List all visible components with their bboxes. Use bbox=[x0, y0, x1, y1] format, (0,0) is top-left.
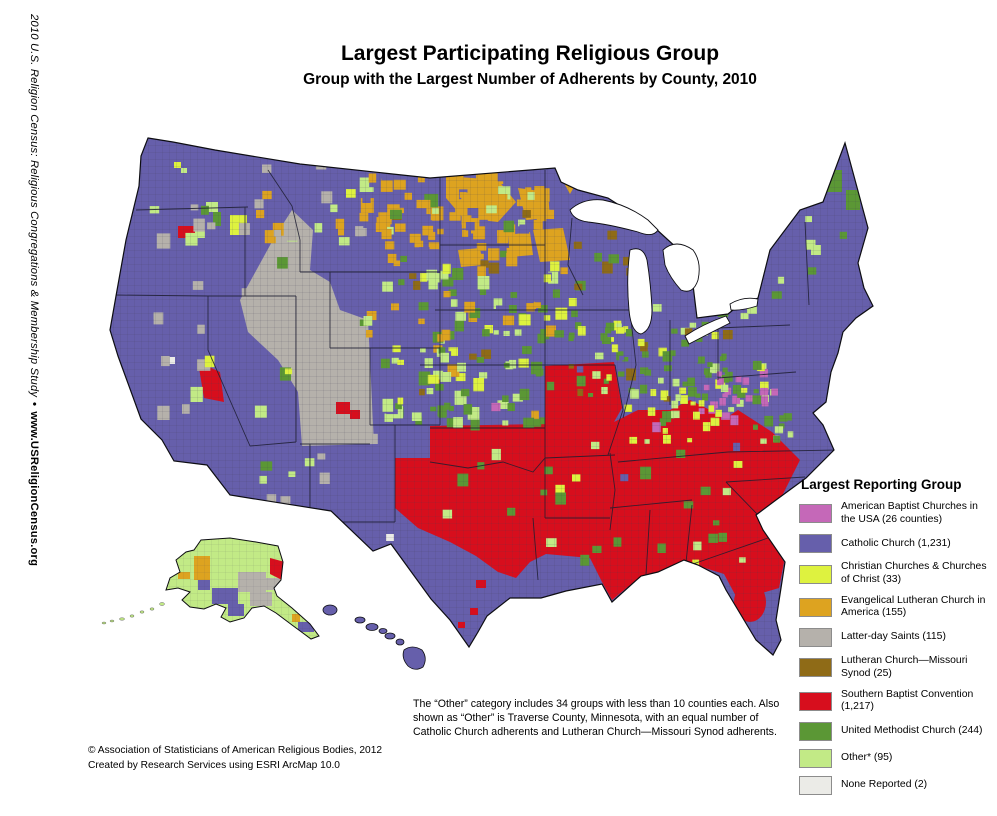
copyright-line2: Created by Research Services using ESRI … bbox=[88, 759, 340, 771]
legend-swatch-none bbox=[799, 775, 832, 795]
legend-item-none: None Reported (2) bbox=[799, 775, 995, 795]
legend-label-ccc: Christian Churches & Churches of Christ … bbox=[841, 561, 987, 586]
map-legend: Largest Reporting Group American Baptist… bbox=[799, 477, 995, 803]
legend-label-cath: Catholic Church (1,231) bbox=[841, 537, 951, 549]
lake-ontario bbox=[729, 297, 759, 311]
legend-label-elca: Evangelical Lutheran Church in America (… bbox=[841, 594, 986, 619]
us-county-choropleth-map bbox=[78, 110, 878, 710]
legend-item-other: Other* (95) bbox=[799, 748, 995, 768]
aleutian-islands bbox=[101, 602, 165, 625]
great-lakes bbox=[569, 199, 759, 345]
legend-label-abc: American Baptist Churches in the USA (26… bbox=[841, 501, 978, 525]
copyright-line1: © Association of Statisticians of Americ… bbox=[88, 745, 383, 756]
lake-michigan bbox=[627, 248, 653, 335]
legend-item-ccc: Christian Churches & Churches of Christ … bbox=[799, 561, 995, 586]
legend-title: Largest Reporting Group bbox=[801, 477, 962, 492]
alaska-inset bbox=[101, 537, 338, 640]
legend-label-lds: Latter-day Saints (115) bbox=[841, 631, 946, 643]
legend-list: American Baptist Churches in the USA (26… bbox=[799, 501, 995, 795]
legend-swatch-abc bbox=[799, 504, 832, 524]
page-subtitle: Group with the Largest Number of Adheren… bbox=[303, 71, 757, 88]
legend-label-umc: United Methodist Church (244) bbox=[841, 725, 983, 737]
legend-item-lds: Latter-day Saints (115) bbox=[799, 628, 995, 648]
legend-swatch-sbc bbox=[799, 691, 832, 711]
legend-swatch-lcms bbox=[799, 658, 832, 678]
credit-url: www.USReligionCensus.org bbox=[28, 411, 40, 567]
lake-superior bbox=[569, 199, 659, 235]
lake-erie bbox=[684, 315, 731, 345]
legend-item-lcms: Lutheran Church—Missouri Synod (25) bbox=[799, 655, 995, 680]
legend-swatch-umc bbox=[799, 721, 832, 741]
legend-label-lcms: Lutheran Church—Missouri Synod (25) bbox=[841, 655, 968, 679]
lake-huron bbox=[662, 243, 700, 292]
legend-swatch-lds bbox=[799, 628, 832, 648]
other-category-footnote: The “Other” category includes 34 groups … bbox=[413, 698, 780, 739]
legend-item-sbc: Southern Baptist Convention (1,217) bbox=[799, 689, 995, 714]
legend-label-sbc: Southern Baptist Convention (1,217) bbox=[841, 688, 974, 713]
hawaii-inset bbox=[354, 616, 426, 670]
legend-item-umc: United Methodist Church (244) bbox=[799, 721, 995, 741]
page-title: Largest Participating Religious Group bbox=[340, 42, 720, 65]
legend-item-cath: Catholic Church (1,231) bbox=[799, 534, 995, 554]
credit-study-name: 2010 U.S. Religion Census: Religious Con… bbox=[28, 14, 40, 398]
copyright: © Association of Statisticians of Americ… bbox=[88, 744, 382, 774]
legend-label-other: Other* (95) bbox=[841, 752, 893, 764]
state-borders bbox=[114, 169, 837, 581]
legend-swatch-cath bbox=[799, 534, 832, 554]
legend-item-elca: Evangelical Lutheran Church in America (… bbox=[799, 595, 995, 620]
credit-separator: • bbox=[28, 402, 40, 407]
legend-swatch-elca bbox=[799, 597, 832, 617]
legend-swatch-other bbox=[799, 748, 832, 768]
legend-label-none: None Reported (2) bbox=[841, 779, 928, 791]
legend-item-abc: American Baptist Churches in the USA (26… bbox=[799, 501, 995, 526]
header: Largest Participating Religious Group Gr… bbox=[80, 42, 980, 89]
legend-swatch-ccc bbox=[799, 564, 832, 584]
vertical-credit: 2010 U.S. Religion Census: Religious Con… bbox=[28, 14, 40, 654]
